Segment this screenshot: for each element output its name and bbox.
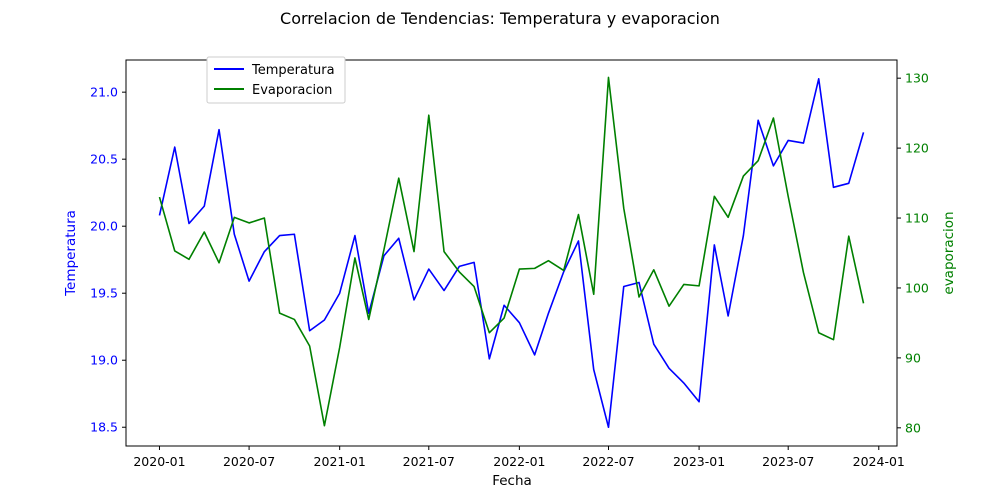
x-tick-label: 2020-07 (223, 454, 275, 469)
x-tick-label: 2021-07 (403, 454, 455, 469)
y-right-tick-label: 100 (905, 280, 929, 295)
x-tick-label: 2021-01 (314, 454, 366, 469)
legend-label-evaporacion: Evaporacion (252, 83, 332, 98)
legend: Temperatura Evaporacion (206, 56, 346, 104)
y-right-tick-label: 90 (905, 350, 921, 365)
x-tick-label: 2022-01 (493, 454, 545, 469)
chart-title: Correlacion de Tendencias: Temperatura y… (280, 9, 720, 28)
y-left-tick-label: 21.0 (90, 85, 118, 100)
y-left-tick-label: 19.5 (90, 286, 118, 301)
x-tick-label: 2022-07 (582, 454, 634, 469)
x-axis: 2020-01 2020-07 2021-01 2021-07 2022-01 2022-… (133, 446, 905, 469)
y-right-tick-label: 110 (905, 211, 929, 226)
series-line-evaporacion (158, 76, 865, 427)
series-line-temperatura (158, 77, 865, 429)
y-left-tick-label: 20.0 (90, 219, 118, 234)
x-tick-label: 2023-01 (673, 454, 725, 469)
series-lines (158, 76, 865, 429)
y-left-tick-label: 20.5 (90, 152, 118, 167)
legend-label-temperatura: Temperatura (251, 63, 335, 78)
y-right-tick-label: 120 (905, 141, 929, 156)
y-axis-right-label: evaporacion (941, 211, 957, 294)
y-axis-right: 80 90 100 110 120 130 (897, 71, 929, 435)
y-axis-left: 18.5 19.0 19.5 20.0 20.5 21.0 (90, 85, 126, 435)
y-right-tick-label: 130 (905, 71, 929, 86)
plot-area (125, 59, 898, 447)
y-left-tick-label: 19.0 (90, 353, 118, 368)
y-right-tick-label: 80 (905, 420, 921, 435)
x-tick-label: 2024-01 (853, 454, 905, 469)
x-tick-label: 2020-01 (133, 454, 185, 469)
y-left-tick-label: 18.5 (90, 420, 118, 435)
y-axis-left-label: Temperatura (63, 210, 79, 297)
x-tick-label: 2023-07 (762, 454, 814, 469)
x-axis-label: Fecha (492, 473, 532, 489)
